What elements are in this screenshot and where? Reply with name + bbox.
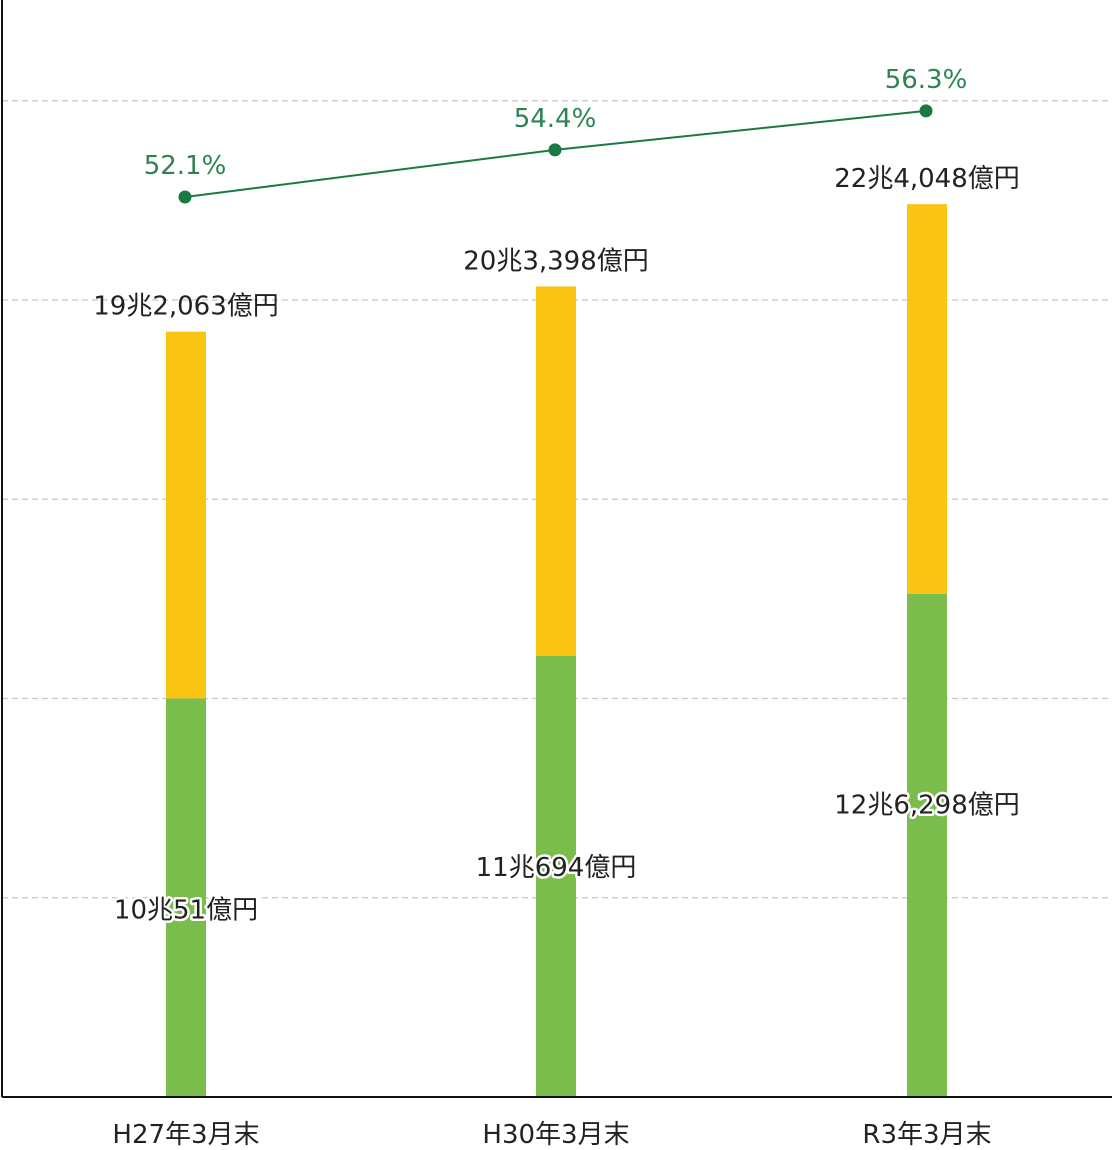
lower-value-label: 12兆6,298億円 [834, 791, 1020, 821]
ratio-value-label: 54.4% [514, 104, 597, 134]
axes [1, 0, 1112, 1098]
bar-segment-lower [536, 655, 576, 1097]
bar-segment-lower [166, 698, 206, 1097]
ratio-line [178, 104, 933, 204]
bar-segment-upper [907, 204, 947, 594]
lower-value-label: 10兆51億円 [114, 895, 258, 925]
x-tick-label: R3年3月末 [862, 1120, 991, 1150]
total-value-label: 22兆4,048億円 [834, 164, 1020, 194]
bar-segment-upper [166, 331, 206, 699]
total-value-label: 19兆2,063億円 [93, 292, 279, 322]
bars [166, 204, 947, 1097]
ratio-point [919, 104, 933, 118]
bar-segment-upper [536, 286, 576, 656]
x-tick-label: H27年3月末 [112, 1120, 259, 1150]
lower-value-label: 11兆694億円 [476, 853, 637, 883]
x-tick-label: H30年3月末 [482, 1120, 629, 1150]
ratio-point [548, 143, 562, 157]
ratio-value-label: 52.1% [144, 151, 227, 181]
ratio-value-label: 56.3% [885, 65, 968, 95]
data-labels: 19兆2,063億円 10兆51億円 H27年3月末 20兆3,398億円 11兆694… [93, 65, 1022, 1150]
bar-segment-lower [907, 593, 947, 1097]
ratio-point [178, 190, 192, 204]
total-value-label: 20兆3,398億円 [463, 246, 649, 276]
